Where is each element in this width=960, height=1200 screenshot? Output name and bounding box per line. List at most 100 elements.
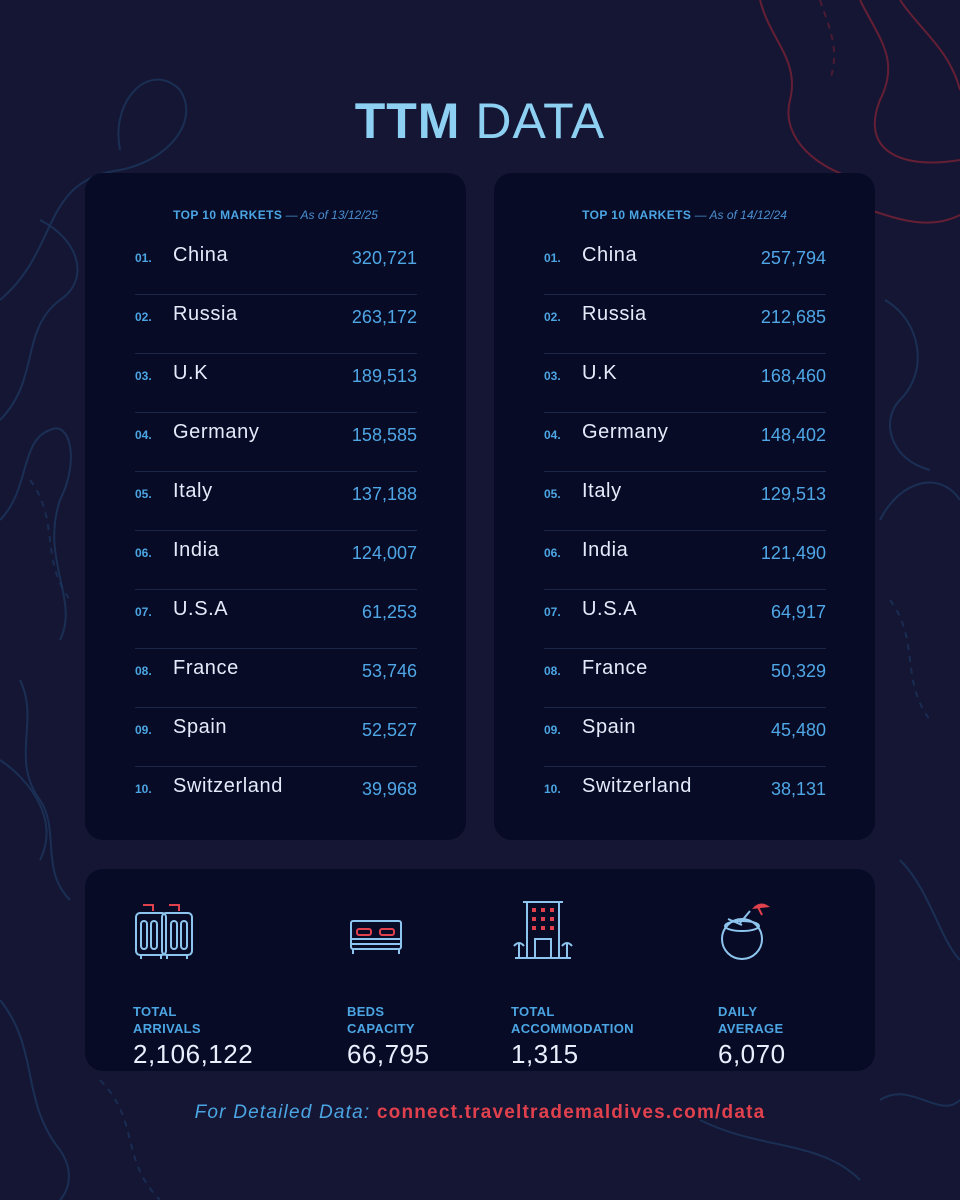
list-item: 08. France 50,329 [544, 649, 826, 708]
luggage-icon [135, 904, 193, 959]
title-bold: TTM [354, 93, 461, 149]
country-name: France [582, 657, 648, 679]
country-name: France [173, 657, 239, 679]
arrivals-value: 121,490 [760, 543, 826, 563]
arrivals-value: 52,527 [361, 720, 417, 740]
bed-icon [350, 920, 402, 954]
rank-number: 03. [135, 369, 152, 383]
country-name: Spain [582, 716, 637, 738]
stat-label-line1: BEDS [347, 1004, 385, 1019]
country-name: Switzerland [173, 775, 283, 797]
footer-link[interactable]: connect.traveltrademaldives.com/data [376, 1102, 766, 1123]
list-item: 05. Italy 129,513 [544, 472, 826, 531]
arrivals-value: 263,172 [351, 307, 417, 327]
stat-label-line2: CAPACITY [347, 1021, 415, 1036]
arrivals-value: 124,007 [351, 543, 417, 563]
country-name: Spain [173, 716, 228, 738]
rank-number: 01. [544, 251, 561, 265]
arrivals-value: 129,513 [760, 484, 826, 504]
stat-label: DAILY AVERAGE [718, 1003, 878, 1037]
panel-heading-date: — As of 14/12/24 [691, 208, 787, 222]
rank-number: 06. [544, 546, 561, 560]
rank-number: 02. [135, 310, 152, 324]
stat-value: 2,106,122 [133, 1039, 254, 1069]
country-name: Russia [173, 303, 238, 325]
list-item: 01. China 257,794 [544, 236, 826, 295]
rank-number: 04. [544, 428, 561, 442]
country-name: U.K [582, 362, 618, 384]
rank-number: 02. [544, 310, 561, 324]
country-name: Italy [173, 480, 213, 502]
country-name: U.S.A [582, 598, 638, 620]
arrivals-value: 320,721 [351, 248, 417, 268]
arrivals-value: 257,794 [760, 248, 826, 268]
rank-number: 04. [135, 428, 152, 442]
list-item: 04. Germany 158,585 [135, 413, 417, 472]
list-item: 05. Italy 137,188 [135, 472, 417, 531]
list-item: 06. India 121,490 [544, 531, 826, 590]
hotel-building-icon [513, 901, 573, 959]
list-item: 06. India 124,007 [135, 531, 417, 590]
panel-heading-label: TOP 10 MARKETS [173, 208, 283, 222]
footer: For Detailed Data: connect.traveltradema… [0, 1102, 960, 1124]
stat-label-line1: DAILY [718, 1004, 758, 1019]
rank-number: 05. [135, 487, 152, 501]
rank-number: 07. [544, 605, 561, 619]
rank-number: 03. [544, 369, 561, 383]
markets-list: 01. China 320,721 02. Russia 263,172 03. U.K 1… [135, 236, 417, 825]
stat-label: BEDS CAPACITY [347, 1003, 507, 1037]
country-name: Switzerland [582, 775, 692, 797]
page-title: TTM DATA [0, 92, 960, 150]
arrivals-value: 212,685 [760, 307, 826, 327]
rank-number: 10. [135, 782, 152, 796]
coconut-drink-icon [721, 903, 770, 960]
list-item: 01. China 320,721 [135, 236, 417, 295]
stat-label-line2: ARRIVALS [133, 1021, 201, 1036]
list-item: 10. Switzerland 38,131 [544, 767, 826, 825]
arrivals-value: 38,131 [770, 779, 826, 799]
list-item: 08. France 53,746 [135, 649, 417, 708]
stat-label-line1: TOTAL [133, 1004, 177, 1019]
list-item: 02. Russia 212,685 [544, 295, 826, 354]
rank-number: 05. [544, 487, 561, 501]
country-name: Russia [582, 303, 647, 325]
rank-number: 09. [544, 723, 561, 737]
stat-label-line1: TOTAL [511, 1004, 555, 1019]
list-item: 07. U.S.A 64,917 [544, 590, 826, 649]
panel-heading-label: TOP 10 MARKETS [582, 208, 692, 222]
country-name: China [173, 244, 229, 266]
arrivals-value: 148,402 [760, 425, 826, 445]
country-name: Italy [582, 480, 622, 502]
country-name: India [582, 539, 629, 561]
panel-heading: TOP 10 MARKETS — As of 13/12/25 [85, 208, 466, 222]
rank-number: 09. [135, 723, 152, 737]
rank-number: 08. [544, 664, 561, 678]
list-item: 03. U.K 168,460 [544, 354, 826, 413]
rank-number: 06. [135, 546, 152, 560]
country-name: Germany [582, 421, 669, 443]
country-name: U.S.A [173, 598, 229, 620]
list-item: 03. U.K 189,513 [135, 354, 417, 413]
arrivals-value: 158,585 [351, 425, 417, 445]
arrivals-value: 39,968 [361, 779, 417, 799]
list-item: 07. U.S.A 61,253 [135, 590, 417, 649]
country-name: India [173, 539, 220, 561]
markets-panel-2024: TOP 10 MARKETS — As of 14/12/24 01. China… [494, 173, 875, 840]
footer-label: For Detailed Data: [194, 1102, 371, 1123]
panel-heading-date: — As of 13/12/25 [282, 208, 378, 222]
stats-panel: TOTAL ARRIVALS 2,106,122 BEDS CAPACITY 66,… [85, 869, 875, 1071]
rank-number: 10. [544, 782, 561, 796]
list-item: 04. Germany 148,402 [544, 413, 826, 472]
list-item: 02. Russia 263,172 [135, 295, 417, 354]
arrivals-value: 61,253 [361, 602, 417, 622]
stat-label: TOTAL ARRIVALS [133, 1003, 293, 1037]
title-light: DATA [475, 93, 606, 149]
list-item: 09. Spain 45,480 [544, 708, 826, 767]
list-item: 09. Spain 52,527 [135, 708, 417, 767]
panel-heading: TOP 10 MARKETS — As of 14/12/24 [494, 208, 875, 222]
stat-label-line2: AVERAGE [718, 1021, 784, 1036]
country-name: China [582, 244, 638, 266]
stat-label: TOTAL ACCOMMODATION [511, 1003, 671, 1037]
stat-value: 6,070 [718, 1039, 786, 1069]
